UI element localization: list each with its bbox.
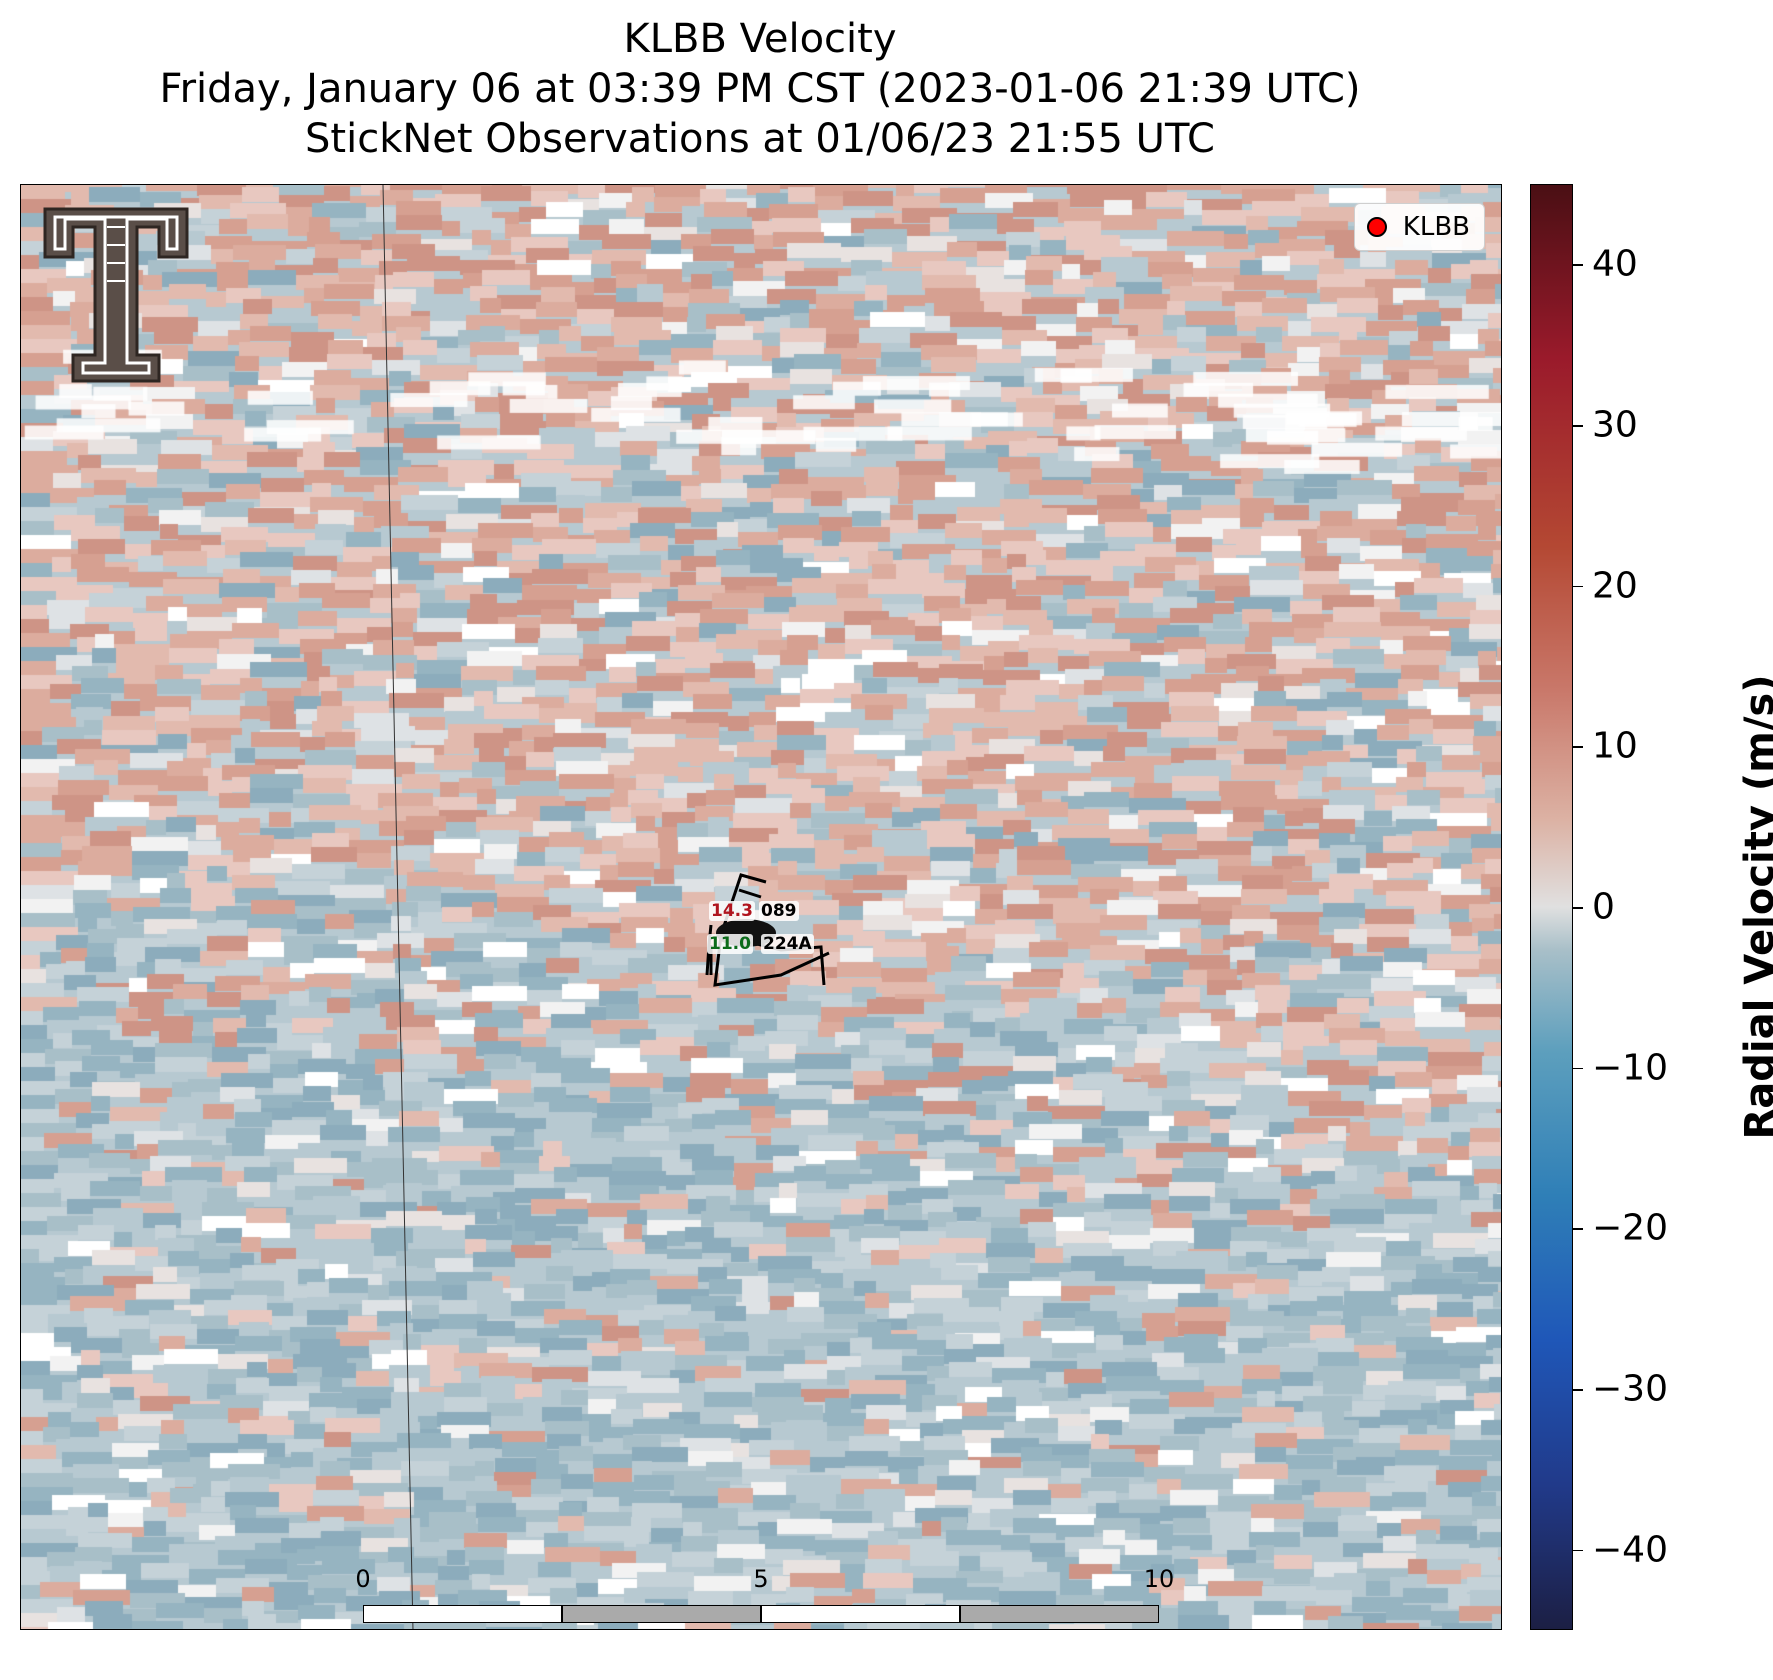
colorbar-tick-mark	[1573, 1228, 1583, 1230]
colorbar-tick-mark	[1573, 264, 1583, 266]
colorbar-tick-label: −40	[1592, 1529, 1668, 1571]
scale-bar-unit: km	[744, 1627, 781, 1629]
colorbar-tick-label: 20	[1592, 565, 1638, 607]
colorbar-tick-mark	[1573, 1549, 1583, 1552]
colorbar-tick-label: −10	[1592, 1047, 1668, 1089]
title-line-2: Friday, January 06 at 03:39 PM CST (2023…	[159, 66, 1361, 112]
radar-site-marker-icon	[1366, 217, 1387, 237]
colorbar-tick-label: −20	[1592, 1207, 1668, 1249]
station-089-id: 089	[759, 901, 799, 921]
scale-bar-segment	[363, 1605, 562, 1623]
scale-bar-segment	[562, 1605, 761, 1623]
colorbar-tick-label: 0	[1592, 886, 1615, 928]
county-boundary-line	[382, 185, 414, 1629]
colorbar-tick-mark	[1573, 425, 1583, 427]
station-224A-id: 224A	[761, 934, 814, 954]
title-line-3: StickNet Observations at 01/06/23 21:55 …	[305, 116, 1215, 162]
station-224A-value: 11.0	[707, 934, 753, 954]
colorbar-tick-mark	[1573, 746, 1583, 748]
texas-tech-double-t-icon	[43, 207, 189, 383]
scale-bar-segment	[960, 1605, 1159, 1623]
texas-tech-logo	[41, 205, 191, 395]
scale-bar: 0 5 10	[355, 1565, 1174, 1625]
radar-map-panel[interactable]: KLBB 14.3 089 11.0 224A 0 5 10 km	[20, 184, 1502, 1630]
colorbar-tick-label: 10	[1592, 725, 1638, 767]
title-block: KLBB Velocity Friday, January 06 at 03:3…	[0, 14, 1520, 164]
map-legend: KLBB	[1353, 203, 1485, 251]
colorbar	[1530, 184, 1573, 1630]
scale-bar-tick-10: 10	[1143, 1565, 1175, 1593]
colorbar-title: Radial Velocity (m/s)	[1737, 674, 1773, 1140]
colorbar-tick-mark	[1573, 907, 1583, 909]
colorbar-tick-label: −30	[1592, 1368, 1668, 1410]
colorbar-tick-label: 40	[1592, 243, 1638, 285]
title-line-1: KLBB Velocity	[623, 16, 897, 62]
colorbar-tick-label: 30	[1592, 404, 1638, 446]
colorbar-tick-mark	[1573, 1067, 1583, 1070]
scale-bar-tick-0: 0	[355, 1565, 371, 1593]
colorbar-tick-mark	[1573, 585, 1583, 588]
station-089-value: 14.3	[709, 901, 755, 921]
scale-bar-tick-5: 5	[753, 1565, 769, 1593]
legend-label: KLBB	[1402, 212, 1470, 242]
colorbar-tick-mark	[1573, 1389, 1583, 1391]
scale-bar-segment	[761, 1605, 960, 1623]
